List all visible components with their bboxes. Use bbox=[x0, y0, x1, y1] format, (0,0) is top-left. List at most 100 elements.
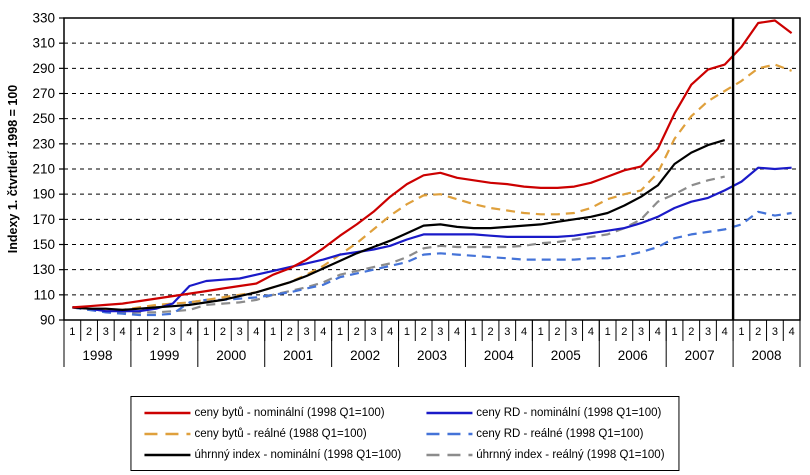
quarter-label: 3 bbox=[772, 326, 778, 338]
legend-label: úhrnný index - nominální (1998 Q1=100) bbox=[194, 448, 402, 461]
series-byty_nominal bbox=[72, 19, 793, 309]
quarter-label: 1 bbox=[471, 326, 477, 338]
quarter-label: 4 bbox=[521, 326, 527, 338]
y-tick-label: 230 bbox=[32, 136, 55, 151]
legend-key-line bbox=[426, 432, 473, 435]
quarter-label: 1 bbox=[738, 326, 744, 338]
legend-key-line bbox=[144, 411, 191, 414]
year-label: 2000 bbox=[216, 348, 246, 363]
quarter-label: 4 bbox=[655, 326, 661, 338]
gridlines bbox=[64, 42, 800, 296]
chart-legend: ceny bytů - nominální (1998 Q1=100) ceny … bbox=[130, 396, 680, 471]
legend-item-byty_nominal: ceny bytů - nominální (1998 Q1=100) bbox=[143, 407, 401, 419]
quarter-label: 4 bbox=[320, 326, 326, 338]
quarter-label: 2 bbox=[421, 326, 427, 338]
series-rd_real bbox=[72, 210, 792, 317]
legend-item-rd_real: ceny RD - reálné (1998 Q1=100) bbox=[425, 428, 664, 440]
quarter-label: 1 bbox=[337, 326, 343, 338]
year-label: 2001 bbox=[283, 348, 313, 363]
quarter-label: 1 bbox=[270, 326, 276, 338]
y-tick-label: 130 bbox=[32, 262, 55, 277]
year-label: 2006 bbox=[618, 348, 648, 363]
quarter-label: 4 bbox=[186, 326, 192, 338]
quarter-label: 1 bbox=[671, 326, 677, 338]
legend-key-line bbox=[426, 453, 473, 456]
quarter-label: 2 bbox=[153, 326, 159, 338]
quarter-label: 4 bbox=[119, 326, 125, 338]
series-byty_real bbox=[72, 63, 792, 311]
year-label: 2003 bbox=[417, 348, 447, 363]
y-tick-label: 190 bbox=[32, 187, 55, 202]
quarter-label: 3 bbox=[303, 326, 309, 338]
legend-item-byty_real: ceny bytů - reálné (1988 Q1=100) bbox=[143, 428, 401, 440]
legend-label: úhrnný index - reálný (1998 Q1=100) bbox=[476, 448, 665, 461]
y-axis: 90 110 130 150 170 190 210 230 250 270 290 310 330 bbox=[32, 11, 64, 328]
quarter-label: 4 bbox=[454, 326, 460, 338]
quarter-label: 2 bbox=[287, 326, 293, 338]
quarter-label: 3 bbox=[571, 326, 577, 338]
legend-item-uhrn_real: úhrnný index - reálný (1998 Q1=100) bbox=[425, 448, 665, 461]
quarter-label: 3 bbox=[638, 326, 644, 338]
year-label: 2007 bbox=[685, 348, 715, 363]
legend-label: ceny bytů - reálné (1988 Q1=100) bbox=[194, 427, 367, 440]
y-axis-title: Indexy 1. čtvrtletí 1998 = 100 bbox=[6, 84, 20, 254]
quarter-label: 4 bbox=[253, 326, 259, 338]
legend-item-uhrn_nominal: úhrnný index - nominální (1998 Q1=100) bbox=[143, 449, 401, 461]
y-tick-label: 330 bbox=[32, 11, 55, 26]
legend-key-line bbox=[144, 432, 191, 435]
plot-border bbox=[63, 17, 801, 321]
quarter-label: 3 bbox=[103, 326, 109, 338]
legend-label: ceny RD - reálné (1998 Q1=100) bbox=[476, 427, 644, 440]
quarter-label: 2 bbox=[621, 326, 627, 338]
quarter-label: 2 bbox=[554, 326, 560, 338]
quarter-label: 2 bbox=[86, 326, 92, 338]
quarter-label: 4 bbox=[722, 326, 728, 338]
year-label: 1999 bbox=[149, 348, 179, 363]
y-tick-label: 310 bbox=[32, 36, 55, 51]
quarter-label: 1 bbox=[538, 326, 544, 338]
legend-key-line bbox=[426, 411, 473, 414]
quarter-label: 1 bbox=[605, 326, 611, 338]
quarter-label: 4 bbox=[789, 326, 795, 338]
year-label: 2008 bbox=[752, 348, 782, 363]
y-tick-label: 210 bbox=[32, 162, 55, 177]
y-tick-label: 270 bbox=[32, 86, 55, 101]
year-label: 2002 bbox=[350, 348, 380, 363]
y-tick-label: 110 bbox=[33, 287, 55, 302]
quarter-label: 3 bbox=[705, 326, 711, 338]
quarter-label: 2 bbox=[755, 326, 761, 338]
quarter-label: 3 bbox=[170, 326, 176, 338]
legend-item-rd_nominal: ceny RD - nominální (1998 Q1=100) bbox=[425, 407, 664, 419]
y-tick-label: 90 bbox=[40, 313, 55, 328]
quarter-label: 3 bbox=[370, 326, 376, 338]
year-label: 1998 bbox=[82, 348, 112, 363]
y-tick-label: 150 bbox=[32, 237, 55, 252]
quarter-label: 3 bbox=[237, 326, 243, 338]
year-label: 2004 bbox=[484, 348, 515, 363]
y-tick-label: 170 bbox=[32, 212, 55, 227]
quarter-label: 1 bbox=[203, 326, 209, 338]
quarter-label: 4 bbox=[387, 326, 393, 338]
quarter-label: 4 bbox=[588, 326, 594, 338]
y-tick-label: 290 bbox=[32, 61, 55, 76]
quarter-label: 1 bbox=[69, 326, 75, 338]
series-uhrn_real bbox=[72, 175, 725, 314]
legend-label: ceny bytů - nominální (1998 Q1=100) bbox=[194, 406, 385, 419]
quarter-label: 2 bbox=[354, 326, 360, 338]
quarter-label: 2 bbox=[487, 326, 493, 338]
series-uhrn_nominal bbox=[72, 139, 726, 311]
quarter-label: 1 bbox=[136, 326, 142, 338]
legend-label: ceny RD - nominální (1998 Q1=100) bbox=[476, 406, 662, 419]
quarter-label: 3 bbox=[437, 326, 443, 338]
quarter-label: 2 bbox=[688, 326, 694, 338]
y-tick-label: 250 bbox=[32, 111, 55, 126]
series-rd_nominal bbox=[72, 166, 792, 313]
quarter-label: 2 bbox=[220, 326, 226, 338]
quarter-label: 3 bbox=[504, 326, 510, 338]
year-label: 2005 bbox=[551, 348, 581, 363]
quarter-label: 1 bbox=[404, 326, 410, 338]
legend-key-line bbox=[144, 453, 191, 456]
